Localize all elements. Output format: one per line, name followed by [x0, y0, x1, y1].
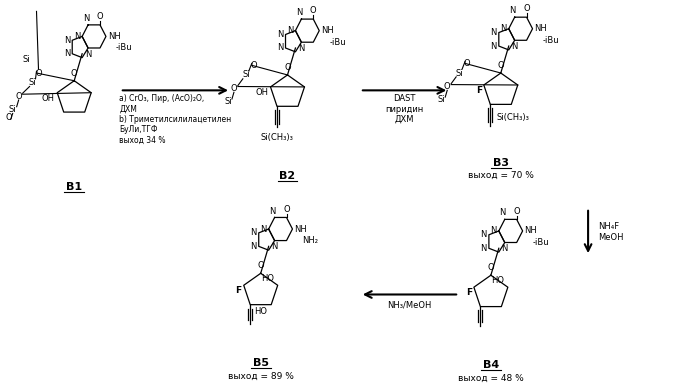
Text: N: N [491, 28, 497, 37]
Text: N: N [287, 26, 294, 35]
Text: N: N [480, 230, 487, 239]
Text: N: N [74, 32, 80, 41]
Text: N: N [502, 244, 508, 254]
Text: NH₃/MeOH: NH₃/MeOH [387, 300, 432, 309]
Text: N: N [271, 242, 278, 252]
Text: O: O [283, 205, 290, 213]
Text: O: O [257, 261, 264, 271]
Text: O: O [524, 4, 530, 14]
Text: -iBu: -iBu [533, 238, 549, 247]
Text: O: O [513, 207, 520, 215]
Text: B4: B4 [483, 360, 499, 370]
Text: -iBu: -iBu [542, 36, 559, 45]
Text: N: N [269, 207, 276, 215]
Text: HO: HO [261, 274, 274, 283]
Text: N: N [278, 44, 284, 52]
Text: O: O [250, 61, 257, 70]
Text: выход = 48 %: выход = 48 % [458, 373, 524, 383]
Text: O: O [463, 59, 470, 68]
Text: B2: B2 [280, 171, 296, 181]
Text: F: F [236, 286, 242, 295]
Text: DAST
пиридин
ДХМ: DAST пиридин ДХМ [385, 94, 424, 124]
Text: Si: Si [29, 78, 36, 87]
Text: NH: NH [535, 24, 547, 33]
Text: O: O [96, 12, 103, 21]
Text: N: N [512, 42, 518, 51]
Text: Si(CH₃)₃: Si(CH₃)₃ [261, 133, 294, 142]
Text: NH₂: NH₂ [303, 236, 318, 245]
Text: B3: B3 [493, 158, 509, 168]
Text: N: N [64, 36, 70, 45]
Text: N: N [64, 49, 70, 58]
Text: N: N [491, 227, 497, 235]
Text: a) CrO₃, Пир, (AcO)₂O,
ДХМ
b) Триметилсилилацетилен
БуЛи,ТГФ
выход 34 %: a) CrO₃, Пир, (AcO)₂O, ДХМ b) Триметилси… [120, 94, 231, 145]
Text: HO: HO [491, 276, 504, 285]
Text: NH: NH [108, 32, 121, 41]
Text: N: N [250, 242, 257, 251]
Text: N: N [278, 30, 284, 39]
Text: Si: Si [242, 71, 250, 80]
Text: F: F [476, 86, 482, 95]
Text: NH: NH [322, 26, 334, 35]
Text: O: O [71, 69, 78, 78]
Text: выход = 70 %: выход = 70 % [468, 171, 534, 180]
Text: N: N [491, 42, 497, 51]
Text: N: N [85, 50, 92, 59]
Text: Si(CH₃)₃: Si(CH₃)₃ [496, 113, 529, 122]
Text: N: N [500, 24, 507, 33]
Text: O: O [35, 69, 42, 78]
Text: NH: NH [294, 225, 307, 234]
Text: O: O [6, 113, 12, 122]
Text: Si: Si [455, 69, 463, 78]
Text: Si: Si [438, 95, 445, 105]
Text: O: O [444, 82, 451, 91]
Text: -iBu: -iBu [329, 38, 346, 47]
Text: N: N [260, 225, 266, 234]
Text: B5: B5 [253, 358, 268, 368]
Text: Si: Si [23, 55, 30, 64]
Text: N: N [500, 208, 506, 217]
Text: Si: Si [9, 105, 17, 114]
Text: O: O [284, 63, 291, 72]
Text: NH₄F
MeOH: NH₄F MeOH [598, 222, 624, 242]
Text: OH: OH [41, 94, 55, 103]
Text: NH: NH [524, 227, 538, 235]
Text: O: O [310, 6, 317, 15]
Text: F: F [466, 288, 472, 297]
Text: O: O [488, 263, 494, 273]
Text: O: O [15, 91, 22, 101]
Text: N: N [250, 229, 257, 237]
Text: OH: OH [256, 88, 268, 97]
Text: O: O [231, 84, 237, 93]
Text: выход = 89 %: выход = 89 % [228, 371, 294, 381]
Text: -iBu: -iBu [116, 44, 133, 52]
Text: Si: Si [224, 97, 232, 107]
Text: B1: B1 [66, 182, 82, 192]
Text: N: N [510, 6, 516, 15]
Text: O: O [498, 61, 504, 70]
Text: HO: HO [254, 306, 267, 316]
Text: N: N [298, 44, 305, 53]
Text: N: N [480, 244, 487, 253]
Text: N: N [83, 14, 89, 23]
Text: N: N [296, 8, 303, 17]
